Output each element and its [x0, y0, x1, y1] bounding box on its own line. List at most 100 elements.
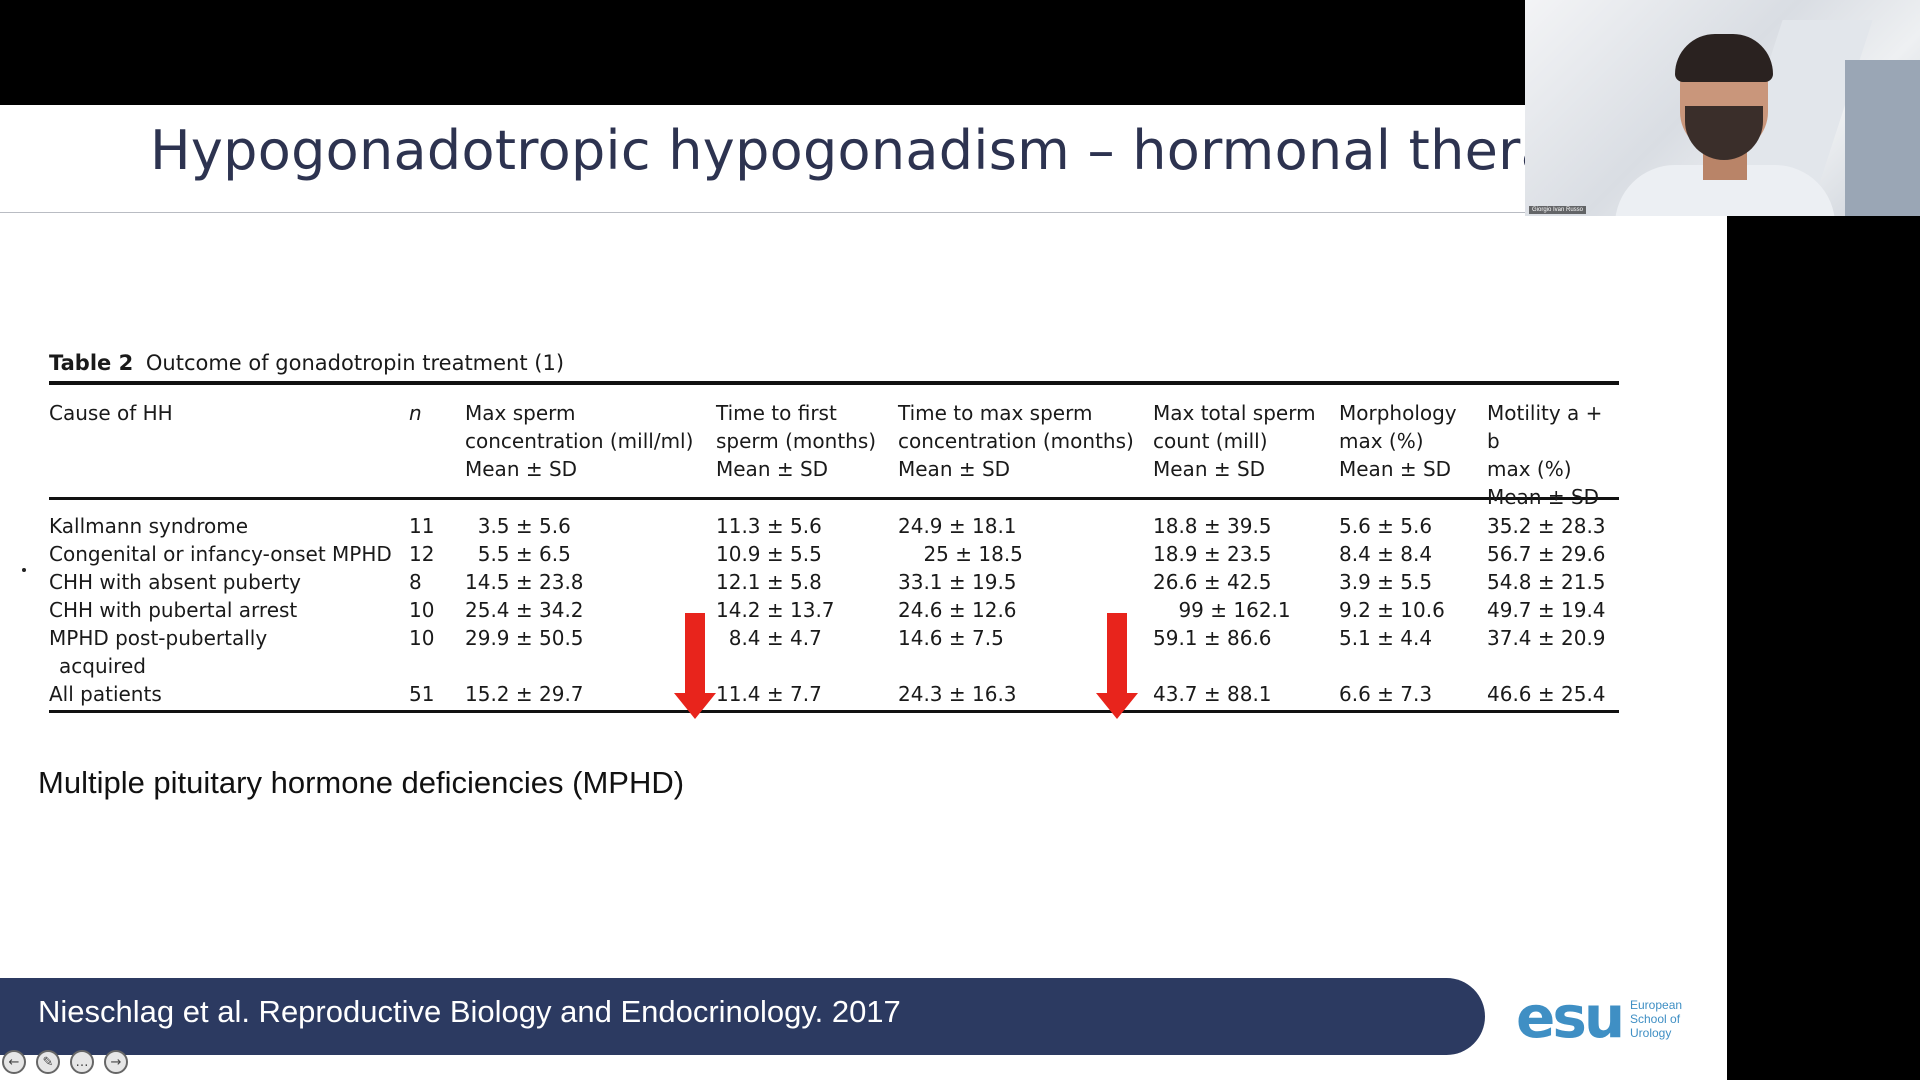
table-row: CHH with pubertal arrest 10 25.4 ± 34.2 14.…	[49, 596, 1619, 624]
table-row: CHH with absent puberty 8 14.5 ± 23.8 12.1 …	[49, 568, 1619, 596]
citation-bar: Nieschlag et al. Reproductive Biology an…	[0, 978, 1485, 1055]
table-header-line: concentration (mill/ml)	[465, 429, 694, 453]
table-header-cell: Max total sperm count (mill) Mean ± SD	[1153, 399, 1316, 483]
table-cell: 12	[409, 542, 435, 566]
esu-logo-text: European School of Urology	[1630, 998, 1682, 1040]
table-header-line: Max total sperm	[1153, 401, 1316, 425]
table-cell: Congenital or infancy-onset MPHD	[49, 542, 392, 566]
table-header-line: sperm (months)	[716, 429, 877, 453]
citation-text: Nieschlag et al. Reproductive Biology an…	[38, 994, 901, 1029]
table-header-line: Mean ± SD	[716, 457, 829, 481]
table-header-line: Cause of HH	[49, 401, 173, 425]
pen-tool-button[interactable]: ✎	[36, 1050, 60, 1074]
table-cell: 35.2 ± 28.3	[1487, 514, 1606, 538]
table-header-line: count (mill)	[1153, 429, 1268, 453]
table-cell: 37.4 ± 20.9	[1487, 626, 1606, 650]
table-header-line: concentration (months)	[898, 429, 1134, 453]
table-cell: 3.9 ± 5.5	[1339, 570, 1433, 594]
webcam-background	[1845, 60, 1920, 216]
table-cell: 24.6 ± 12.6	[898, 598, 1017, 622]
table-header-line: Mean ± SD	[898, 457, 1011, 481]
table-body: Kallmann syndrome 11 3.5 ± 5.6 11.3 ± 5.6 2…	[49, 500, 1619, 710]
table-cell: MPHD post-pubertally	[49, 626, 268, 650]
table-row: Kallmann syndrome 11 3.5 ± 5.6 11.3 ± 5.6 2…	[49, 512, 1619, 540]
table-cell: CHH with pubertal arrest	[49, 598, 298, 622]
table-cell: 46.6 ± 25.4	[1487, 682, 1606, 706]
esu-logo: esu European School of Urology	[1516, 988, 1696, 1050]
esu-logo-mark: esu	[1516, 983, 1625, 1051]
table-header-line: Mean ± SD	[1487, 485, 1600, 509]
table-header-rule	[49, 497, 1619, 500]
table-cell: 11	[409, 514, 435, 538]
table-cell: Kallmann syndrome	[49, 514, 249, 538]
table-cell: 24.3 ± 16.3	[898, 682, 1017, 706]
table-header-cell: Morphology max (%) Mean ± SD	[1339, 399, 1457, 483]
more-options-button[interactable]: …	[70, 1050, 94, 1074]
table-cell: acquired	[49, 654, 146, 678]
table-header-line: n	[409, 401, 422, 425]
table-header-cell: Motility a + b max (%) Mean ± SD	[1487, 399, 1619, 511]
table-header-cell: n	[409, 399, 422, 427]
table-cell: 9.2 ± 10.6	[1339, 598, 1445, 622]
table-cell: 25 ± 18.5	[898, 542, 1023, 566]
esu-logo-line: Urology	[1630, 1026, 1672, 1040]
table-header-line: Motility a + b	[1487, 401, 1603, 453]
table-cell: 6.6 ± 7.3	[1339, 682, 1433, 706]
table-cell: 51	[409, 682, 435, 706]
table-header-cell: Time to max sperm concentration (months) M…	[898, 399, 1134, 483]
table-cell: 25.4 ± 34.2	[465, 598, 584, 622]
table-cell: 33.1 ± 19.5	[898, 570, 1017, 594]
table-row: Congenital or infancy-onset MPHD 12 5.5 ±…	[49, 540, 1619, 568]
presentation-slide: Hypogonadotropic hypogonadism – hormonal…	[0, 105, 1727, 1080]
table-cell: 29.9 ± 50.5	[465, 626, 584, 650]
table-bottom-rule	[49, 710, 1619, 713]
table-cell: 5.5 ± 6.5	[465, 542, 571, 566]
presenter-hair	[1675, 34, 1773, 82]
table-cell: 49.7 ± 19.4	[1487, 598, 1606, 622]
table-top-rule	[49, 381, 1619, 385]
table-cell: 10	[409, 598, 435, 622]
next-slide-button[interactable]: →	[104, 1050, 128, 1074]
table-cell: 11.3 ± 5.6	[716, 514, 822, 538]
table-cell: 11.4 ± 7.7	[716, 682, 822, 706]
table-cell: CHH with absent puberty	[49, 570, 302, 594]
table-cell: 3.5 ± 5.6	[465, 514, 571, 538]
table-cell: 8.4 ± 4.7	[716, 626, 822, 650]
table-header-line: Mean ± SD	[465, 457, 578, 481]
webcam-name-label: Giorgio Ivan Russo	[1529, 206, 1587, 214]
table-cell: 8.4 ± 8.4	[1339, 542, 1433, 566]
table-cell: 5.6 ± 5.6	[1339, 514, 1433, 538]
slide-controls: ← ✎ … →	[2, 1050, 128, 1074]
table-header-line: max (%)	[1339, 429, 1424, 453]
table-cell: 18.8 ± 39.5	[1153, 514, 1272, 538]
table-cell: All patients	[49, 682, 162, 706]
webcam-video[interactable]: Giorgio Ivan Russo	[1525, 0, 1920, 216]
table-row: All patients 51 15.2 ± 29.7 11.4 ± 7.7 24.3 …	[49, 680, 1619, 708]
table-header-line: Mean ± SD	[1339, 457, 1452, 481]
red-down-arrow-icon	[674, 613, 716, 719]
table-cell: 14.5 ± 23.8	[465, 570, 584, 594]
table-cell: 10	[409, 626, 435, 650]
table-cell: 14.6 ± 7.5	[898, 626, 1004, 650]
table-header-line: Max sperm	[465, 401, 576, 425]
table-header-cell: Max sperm concentration (mill/ml) Mean ± S…	[465, 399, 693, 483]
title-divider	[0, 212, 1727, 213]
table-cell: 15.2 ± 29.7	[465, 682, 584, 706]
table-cell: 54.8 ± 21.5	[1487, 570, 1606, 594]
table-row: acquired	[49, 652, 1619, 680]
esu-logo-line: European	[1630, 998, 1683, 1012]
table-cell: 14.2 ± 13.7	[716, 598, 835, 622]
red-down-arrow-icon	[1096, 613, 1138, 719]
table-header-line: max (%)	[1487, 457, 1572, 481]
table-header-line: Time to first	[716, 401, 837, 425]
table-cell: 99 ± 162.1	[1153, 598, 1291, 622]
slide-title: Hypogonadotropic hypogonadism – hormonal…	[150, 119, 1589, 182]
table-cell: 5.1 ± 4.4	[1339, 626, 1433, 650]
table-header-line: Mean ± SD	[1153, 457, 1266, 481]
table-cell: 56.7 ± 29.6	[1487, 542, 1606, 566]
table-header: Cause of HH n Max sperm concentration (mill…	[49, 385, 1619, 509]
previous-slide-button[interactable]: ←	[2, 1050, 26, 1074]
table-header-line: Morphology	[1339, 401, 1457, 425]
esu-logo-line: School of	[1630, 1012, 1681, 1026]
outcome-table: Table 2 Outcome of gonadotropin treatmen…	[49, 345, 1619, 713]
